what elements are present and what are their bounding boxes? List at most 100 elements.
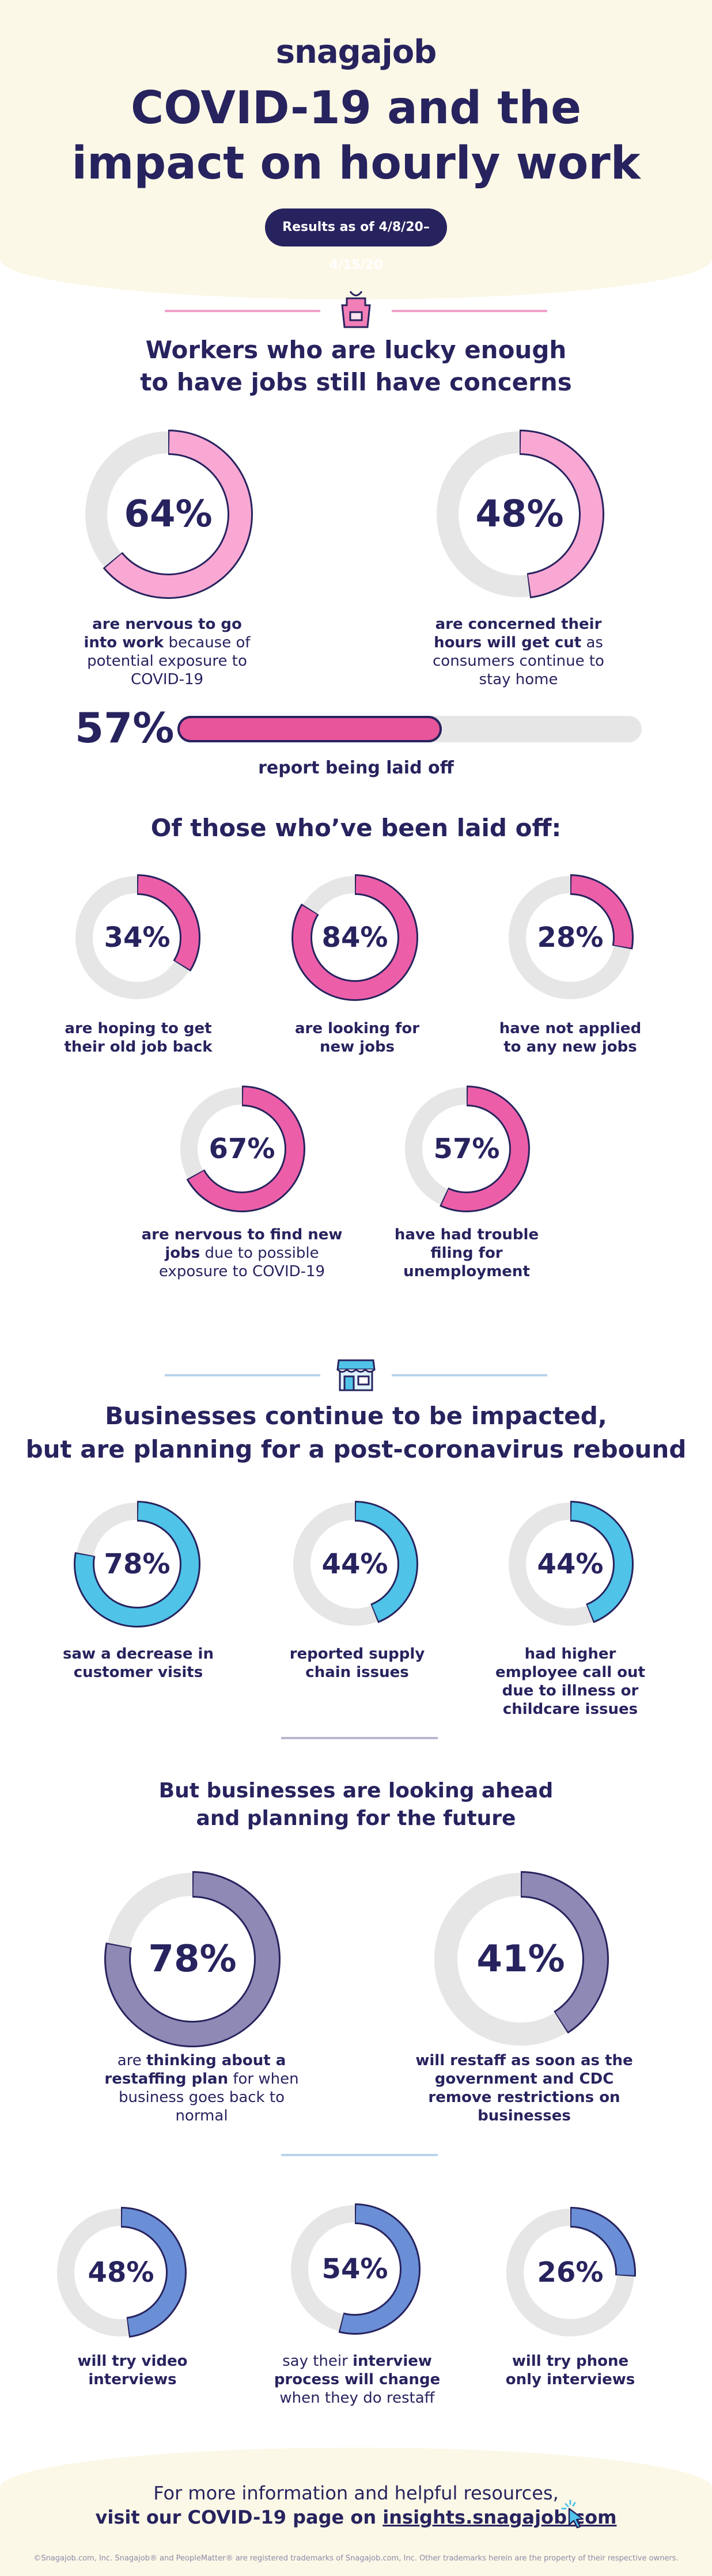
stat-caption-restaffing-plan: are thinking about a restaffing plan for… xyxy=(92,2051,311,2125)
caption-rest: for when business goes back to normal xyxy=(119,2070,299,2124)
ring-arc xyxy=(180,1087,304,1211)
stat-caption-restaff-asap: will restaff as soon as the government a… xyxy=(403,2051,645,2125)
stat-caption-hours-cut: are concerned their hours will get cut a… xyxy=(415,615,622,689)
ring-percent: 34% xyxy=(104,921,171,954)
laid-off-percent: 57% xyxy=(75,704,175,752)
section4-heading-line-1: But businesses are looking ahead xyxy=(158,1779,554,1803)
section1-heading: Workers who are lucky enough to have job… xyxy=(0,334,712,399)
stat-caption-video-interviews: will try video interviews xyxy=(63,2352,202,2389)
caption-bold: will try phone only interviews xyxy=(505,2353,635,2388)
ring-arc xyxy=(75,1503,199,1626)
ring-arc xyxy=(509,1503,632,1626)
stat-ring-video-interviews: 48% xyxy=(46,2198,196,2347)
ring-arc xyxy=(57,2209,185,2336)
section-divider-right xyxy=(392,1374,547,1376)
caption-bold: have not applied to any new jobs xyxy=(499,1020,642,1056)
caption-rest: due to possible exposure to COVID-19 xyxy=(158,1245,325,1280)
caption-bold: thinking about a restaffing plan xyxy=(104,2052,286,2088)
section4-heading-line-2: and planning for the future xyxy=(196,1807,516,1830)
caption-bold: saw a decrease in customer visits xyxy=(63,1645,214,1681)
caption-pre: say their xyxy=(282,2353,353,2370)
caption-bold: are nervous to go into work xyxy=(84,616,242,651)
stat-caption-old-job: are hoping to get their old job back xyxy=(63,1019,213,1056)
ring-arc xyxy=(85,431,251,597)
laid-off-bar-fill xyxy=(177,716,442,742)
stat-ring-hours-cut: 48% xyxy=(423,418,616,610)
ring-percent: 57% xyxy=(433,1133,500,1165)
header-background xyxy=(0,0,712,299)
caption-bold: will try video interviews xyxy=(77,2353,188,2388)
stat-ring-old-job: 34% xyxy=(65,865,210,1010)
caption-bold: reported supply chain issues xyxy=(289,1645,425,1681)
title-line-2: impact on hourly work xyxy=(71,138,641,189)
stat-ring-interview-change: 54% xyxy=(280,2194,430,2344)
ring-arc xyxy=(106,1873,279,2046)
laid-off-caption-text: report being laid off xyxy=(258,758,454,778)
results-date-badge: Results as of 4/8/20–4/15/20 xyxy=(265,208,447,272)
stat-ring-restaffing-plan: 78% xyxy=(92,1859,293,2059)
caption-bold: are nervous to find new jobs xyxy=(141,1226,343,1262)
footer-background xyxy=(0,2448,712,2576)
ring-percent: 44% xyxy=(537,1548,604,1580)
ring-percent: 26% xyxy=(537,2256,604,2289)
snagajob-logo: snagajob xyxy=(275,33,437,71)
section-divider-left xyxy=(165,310,320,312)
stat-ring-restaff-asap: 41% xyxy=(421,1859,621,2059)
ring-arc xyxy=(506,2209,634,2336)
section1-heading-line-1: Workers who are lucky enough xyxy=(145,336,567,364)
caption-rest: when they do restaff xyxy=(279,2389,435,2407)
ring-percent: 44% xyxy=(321,1548,388,1580)
laid-off-caption: report being laid off xyxy=(173,759,539,777)
stat-ring-nervous-work: 64% xyxy=(72,418,264,610)
stat-caption-phone-interviews: will try phone only interviews xyxy=(495,2352,645,2389)
section2-heading: Of those who’ve been laid off: xyxy=(150,814,562,842)
ring-arc xyxy=(291,2205,419,2333)
section-divider-right xyxy=(392,310,547,312)
ring-percent: 48% xyxy=(88,2256,154,2289)
caption-bold: have had trouble filing for unemployment xyxy=(394,1226,539,1280)
caption-bold: will restaff as soon as the government a… xyxy=(415,2052,633,2124)
stat-caption-looking-jobs: are looking for new jobs xyxy=(282,1019,432,1056)
section3-heading-line-1: Businesses continue to be impacted, xyxy=(105,1402,607,1430)
caption-bold: are looking for new jobs xyxy=(294,1020,420,1056)
ring-percent: 78% xyxy=(148,1938,237,1981)
caption-bold: are hoping to get their old job back xyxy=(64,1020,213,1056)
stat-ring-call-out: 44% xyxy=(498,1492,643,1637)
stat-caption-nervous-find: are nervous to find new jobs due to poss… xyxy=(132,1226,351,1281)
ring-arc xyxy=(437,431,603,597)
page-title: COVID-19 and the impact on hourly work xyxy=(0,81,712,191)
section1-heading-line-2: to have jobs still have concerns xyxy=(140,368,572,396)
cursor-click-icon xyxy=(558,2498,590,2531)
ring-arc xyxy=(434,1873,607,2046)
caption-bold: are concerned their hours will get cut xyxy=(434,616,602,651)
section-divider xyxy=(281,2154,438,2156)
caption-bold: interview process will change xyxy=(274,2353,441,2388)
footer-text: For more information and helpful resourc… xyxy=(153,2482,559,2504)
stat-ring-looking-jobs: 84% xyxy=(282,865,427,1010)
ring-arc xyxy=(75,876,199,999)
stat-ring-nervous-find: 67% xyxy=(169,1076,315,1221)
stat-caption-interview-change: say their interview process will change … xyxy=(271,2352,444,2407)
caption-rest: as consumers continue to stay home xyxy=(433,634,604,688)
stat-caption-call-out: had higher employee call out due to illn… xyxy=(484,1645,657,1718)
ring-percent: 64% xyxy=(124,493,213,536)
section3-heading-line-2: but are planning for a post-coronavirus … xyxy=(25,1435,687,1463)
stat-caption-trouble-filing: have had trouble filing for unemployment xyxy=(374,1226,559,1281)
stat-ring-customer-visits: 78% xyxy=(65,1492,210,1637)
footer-link-line: visit our COVID-19 page on insights.snag… xyxy=(0,2506,712,2528)
stat-caption-not-applied: have not applied to any new jobs xyxy=(495,1019,645,1056)
ring-arc xyxy=(509,876,632,999)
stat-ring-trouble-filing: 57% xyxy=(394,1076,539,1221)
stat-caption-nervous-work: are nervous to go into work because of p… xyxy=(75,615,259,689)
stat-ring-not-applied: 28% xyxy=(498,865,643,1010)
stat-ring-supply-chain: 44% xyxy=(282,1492,427,1637)
stat-ring-phone-interviews: 26% xyxy=(495,2198,645,2347)
ring-percent: 28% xyxy=(537,921,604,954)
footer-link-prefix: visit our COVID-19 page on xyxy=(95,2506,383,2528)
section4-heading: But businesses are looking ahead and pla… xyxy=(0,1777,712,1833)
title-line-1: COVID-19 and the xyxy=(131,82,581,134)
ring-arc xyxy=(405,1087,528,1211)
ring-arc xyxy=(293,876,416,999)
ring-percent: 84% xyxy=(321,921,388,954)
section-divider xyxy=(281,1737,438,1739)
